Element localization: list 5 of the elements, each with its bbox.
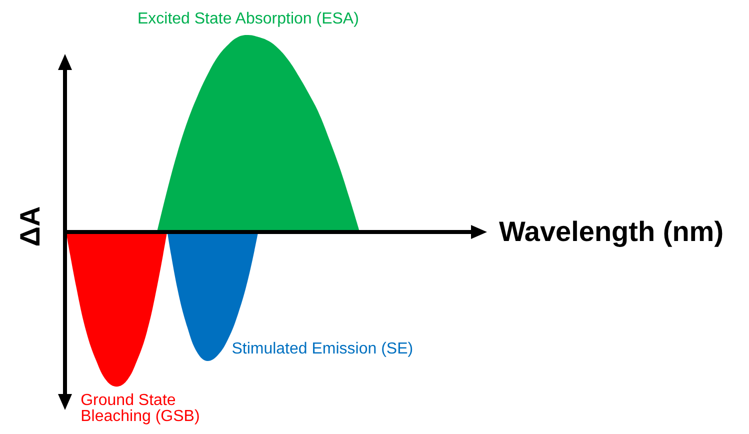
- x-axis-title: Wavelength (nm): [499, 216, 724, 247]
- series-label: Ground State Bleaching (GSB): [80, 392, 200, 426]
- y-axis-title: ΔA: [14, 206, 46, 247]
- series-label: Stimulated Emission (SE): [232, 340, 414, 358]
- series-label: Excited State Absorption (ESA): [137, 10, 359, 28]
